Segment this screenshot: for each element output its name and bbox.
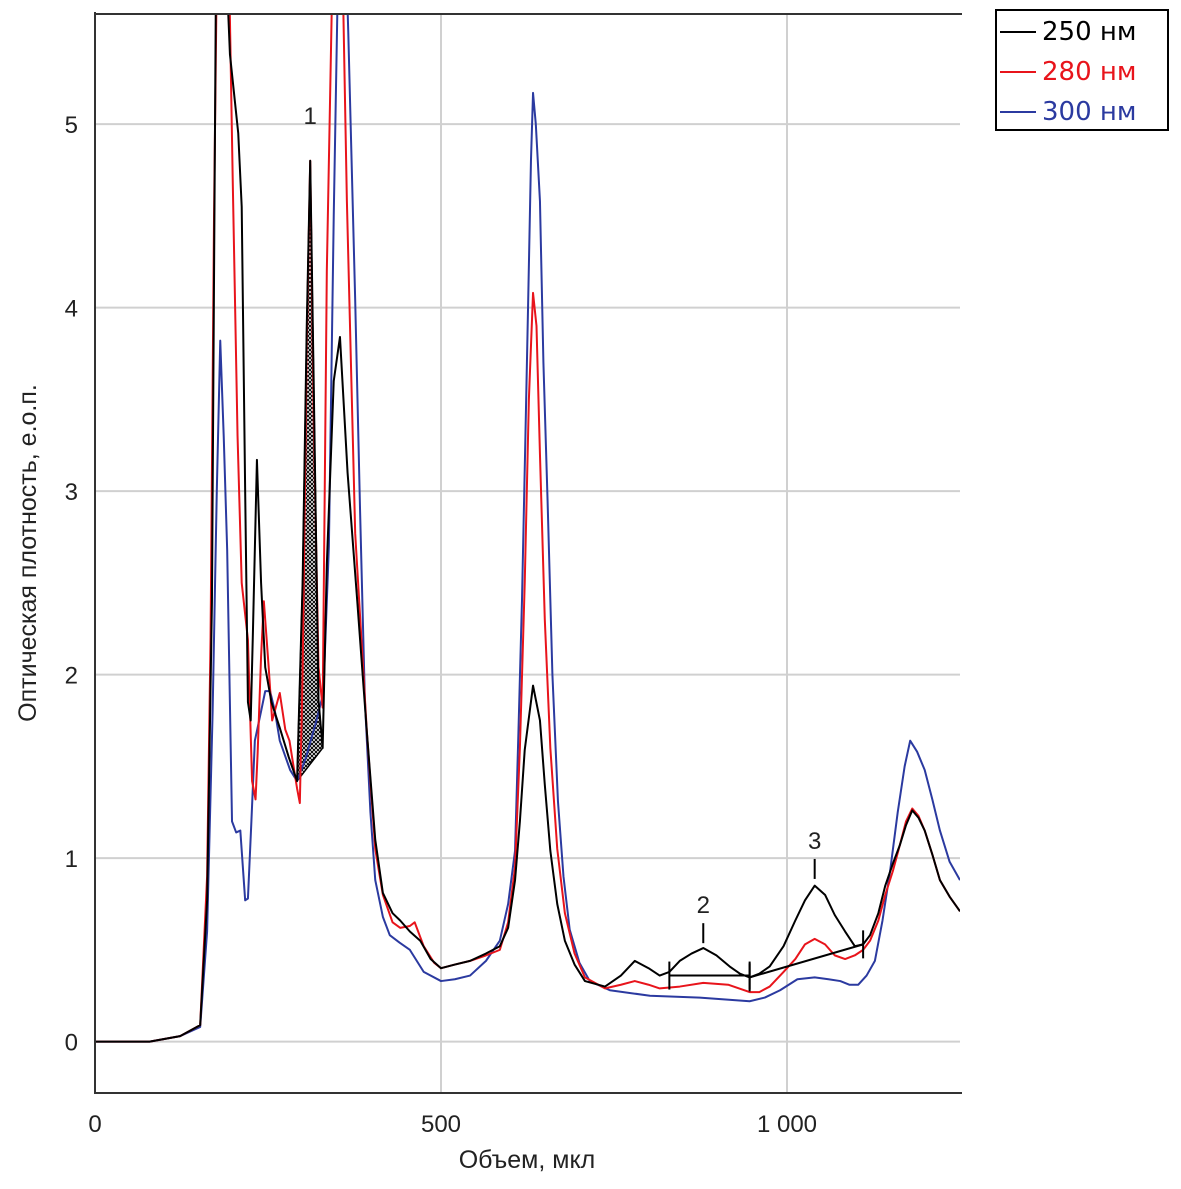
axes: [94, 12, 962, 1094]
x-tick-label: 1 000: [757, 1111, 817, 1138]
legend-box: [995, 9, 1169, 131]
peak-label-3: 3: [808, 828, 821, 855]
legend-label: 250 нм: [1042, 17, 1137, 47]
x-tick-label: 500: [421, 1111, 461, 1138]
legend-label: 300 нм: [1042, 97, 1137, 127]
series-line-300нм: [95, 14, 960, 1043]
x-tick-label: 0: [88, 1111, 101, 1138]
series-line-250нм: [95, 14, 960, 1043]
y-tick-label: 2: [65, 663, 78, 690]
baseline-peak-3: [749, 943, 864, 979]
legend-label: 280 нм: [1042, 57, 1137, 87]
series-lines: [95, 14, 960, 1043]
peak-baselines: 1 2 3: [304, 103, 865, 992]
y-tick-label: 5: [65, 112, 78, 139]
grid-lines: [95, 14, 960, 1093]
y-tick-label: 4: [65, 296, 78, 323]
y-tick-label: 1: [65, 846, 78, 873]
peak-label-2: 2: [697, 892, 710, 919]
y-tick-label: 3: [65, 479, 78, 506]
y-tick-label: 0: [65, 1030, 78, 1057]
x-axis-label: Объем, мкл: [459, 1146, 596, 1174]
y-axis-label: Оптическая плотность, е.о.п.: [14, 384, 42, 722]
peak-label-1: 1: [304, 103, 317, 130]
legend: 250 нм 280 нм 300 нм: [995, 9, 1169, 131]
series-line-280нм: [95, 14, 960, 1043]
